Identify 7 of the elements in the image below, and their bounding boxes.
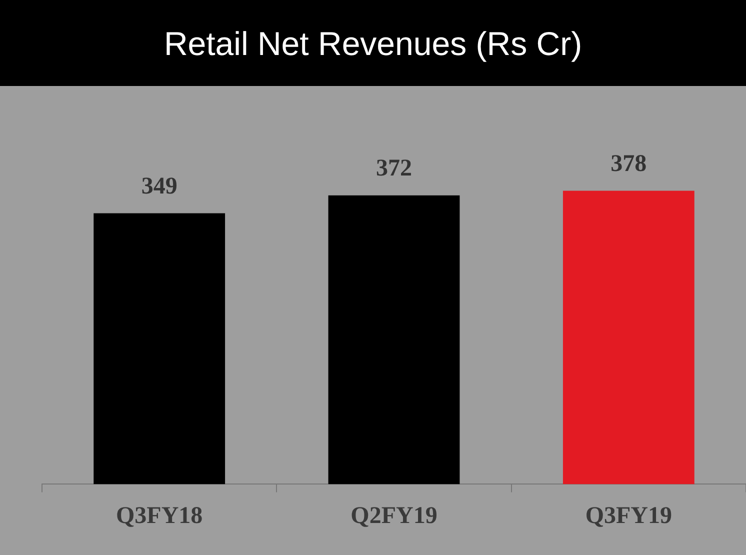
chart-title: Retail Net Revenues (Rs Cr) (164, 25, 582, 62)
data-label: 372 (376, 156, 412, 182)
data-label: 378 (610, 150, 647, 177)
x-tick-label: Q2FY19 (350, 502, 438, 529)
x-tick-label: Q3FY19 (585, 502, 672, 529)
data-label: 349 (141, 173, 178, 200)
x-tick-label: Q3FY18 (116, 502, 203, 529)
